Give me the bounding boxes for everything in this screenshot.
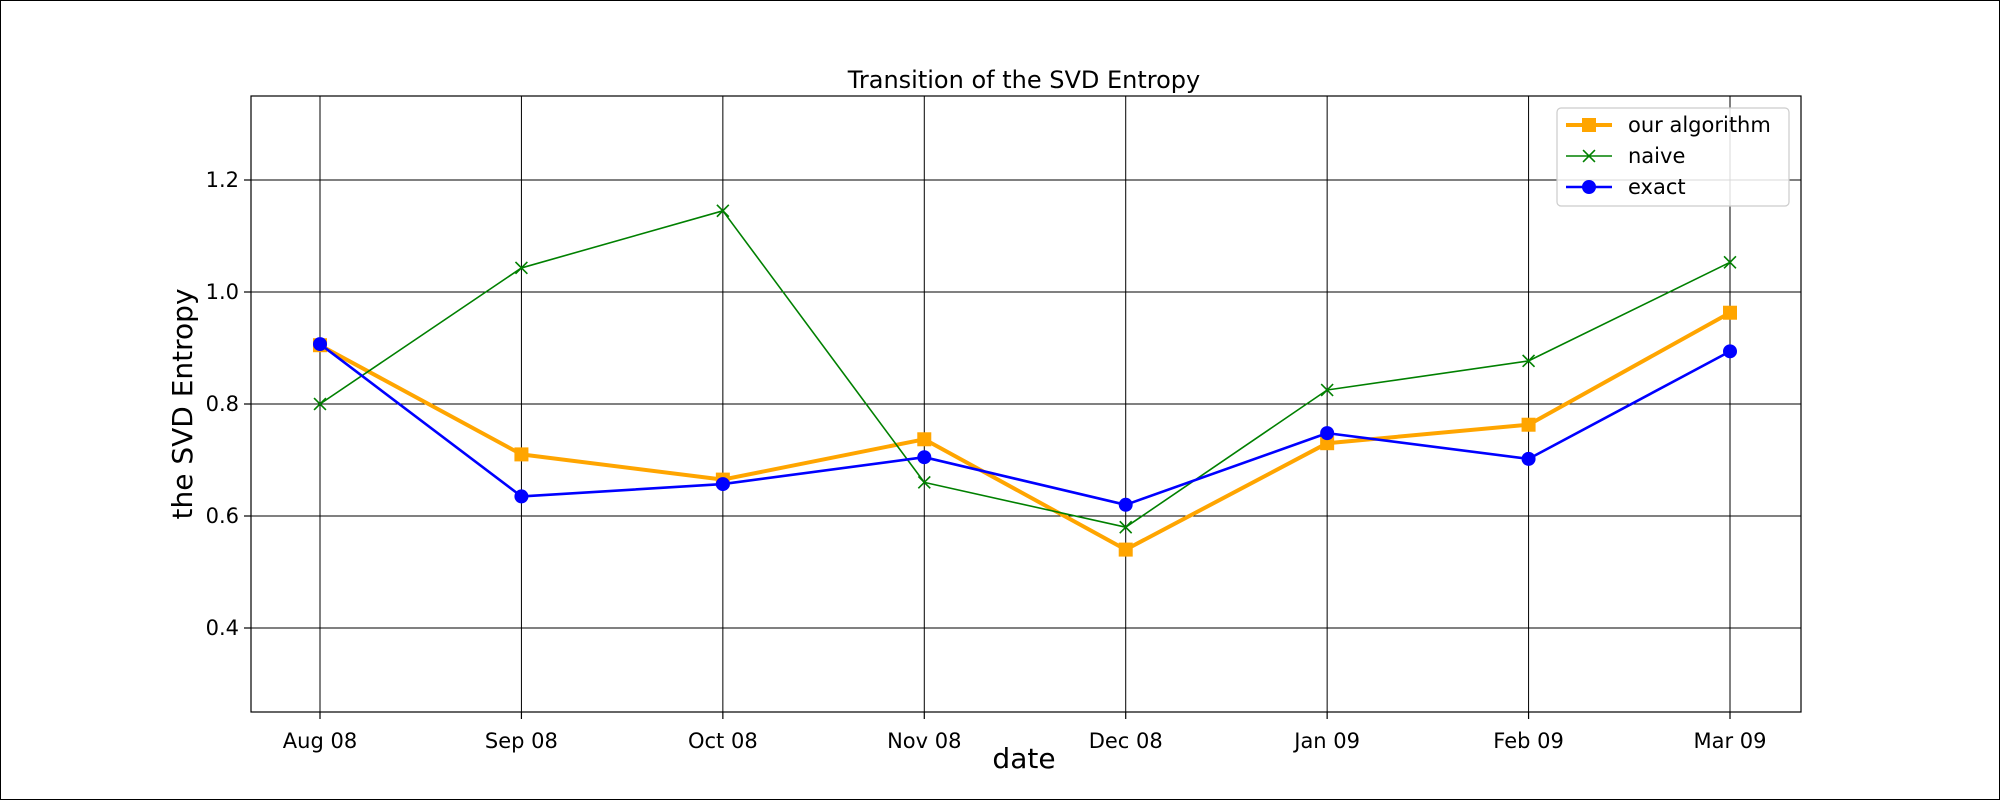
y-tick-label: 0.6 [206,504,239,528]
legend-label: exact [1628,175,1686,199]
y-tick-label: 1.2 [206,168,239,192]
data-point-exact [1521,451,1536,466]
x-axis-ticks: Aug 08 Sep 08 Oct 08 Nov 08 Dec 08 Jan 09 Feb … [283,712,1767,753]
data-point-our-algorithm [1723,305,1737,320]
data-point-naive [1723,255,1737,269]
legend-box [1556,107,1790,207]
y-tick-label: 0.4 [206,616,239,640]
data-point-exact [514,489,529,504]
legend-swatch-marker [1582,180,1596,194]
data-point-our-algorithm [1521,417,1536,432]
series-exact [313,337,1737,512]
legend-swatch-marker [1582,149,1596,163]
data-point-exact [917,450,932,465]
data-point-our-algorithm [1320,436,1335,451]
series-line-our-algorithm [319,310,1731,552]
legend-swatch-marker [1582,118,1596,132]
x-tick-label: Aug 08 [283,729,357,753]
x-tick-label: Feb 09 [1493,729,1564,753]
series-our-algorithm [313,305,1737,557]
data-point-naive [313,397,327,411]
data-point-exact [715,477,730,492]
legend-label: our algorithm [1628,113,1771,137]
data-point-exact [1320,426,1335,441]
data-point-exact [313,337,327,352]
data-point-naive [1119,520,1133,534]
y-axis-label: the SVD Entropy [166,288,199,519]
data-point-exact [1118,497,1133,512]
data-point-exact [1723,344,1737,359]
legend: our algorithm naive exact [1556,107,1790,207]
data-point-naive [514,261,528,275]
series-lines [313,204,1737,557]
data-point-naive [1320,383,1334,397]
series-line-naive [319,210,1731,529]
data-point-naive [1522,354,1536,368]
x-tick-label: Sep 08 [485,729,558,753]
x-tick-label: Nov 08 [887,729,961,753]
y-tick-label: 1.0 [206,280,239,304]
legend-item-exact: exact [1566,175,1686,199]
y-tick-label: 0.8 [206,392,239,416]
series-naive [313,204,1737,534]
series-line-exact [319,343,1731,507]
x-tick-label: Oct 08 [688,729,758,753]
data-point-naive [917,475,931,489]
x-tick-label: Dec 08 [1089,729,1163,753]
data-point-our-algorithm [1118,542,1133,557]
data-point-our-algorithm [514,447,529,462]
data-point-our-algorithm [917,432,932,447]
legend-item-our-algorithm: our algorithm [1566,113,1771,137]
chart-title: Transition of the SVD Entropy [847,66,1200,94]
x-tick-label: Mar 09 [1693,729,1766,753]
y-axis-ticks: 0.4 0.6 0.8 1.0 1.2 [206,168,251,640]
x-tick-label: Jan 09 [1292,729,1360,753]
data-point-naive [716,204,730,218]
grid [251,96,1801,712]
x-axis-label: date [992,742,1055,775]
legend-item-naive: naive [1566,144,1685,168]
legend-label: naive [1628,144,1685,168]
